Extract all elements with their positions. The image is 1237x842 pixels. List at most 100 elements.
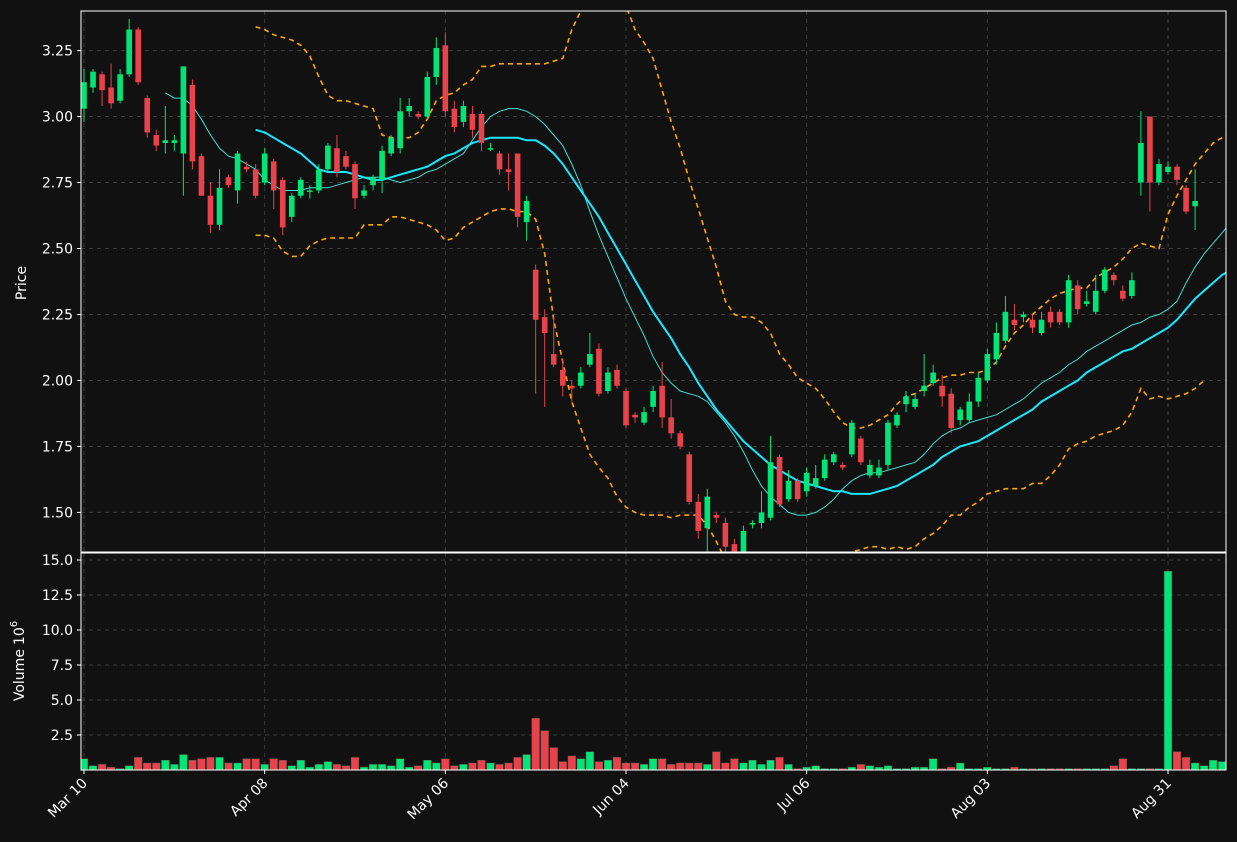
candle-down <box>559 369 566 386</box>
volume-bar <box>1109 765 1118 770</box>
candle-up <box>812 478 819 487</box>
gridlines <box>81 11 1226 770</box>
candle-down <box>153 135 160 146</box>
price-tick-label: 2.00 <box>42 373 73 389</box>
candle-up <box>587 354 593 365</box>
candle-down <box>469 113 476 130</box>
volume-bar <box>558 761 567 770</box>
volume-bar <box>233 762 242 770</box>
volume-bar <box>612 757 622 770</box>
candle-up <box>1129 280 1135 297</box>
candle-up <box>81 82 87 109</box>
volume-bar <box>694 762 703 770</box>
price-tick-label: 3.25 <box>42 44 73 60</box>
candle-up <box>1083 301 1090 304</box>
volume-bar <box>911 767 920 770</box>
volume-bar <box>88 765 98 770</box>
volume-bar <box>1200 765 1209 770</box>
candle-up <box>288 195 295 217</box>
volume-bar <box>143 762 152 770</box>
volume-bar <box>495 764 504 770</box>
volume-bar <box>269 758 278 770</box>
volume-bar <box>603 760 612 770</box>
candle-up <box>650 391 656 407</box>
candle-up <box>1165 166 1171 172</box>
candle-down <box>839 464 846 468</box>
candle-up <box>894 414 900 426</box>
volume-bar <box>748 760 757 770</box>
candle-down <box>135 29 142 83</box>
volume-bar <box>676 762 685 770</box>
volume-bar <box>1218 761 1226 770</box>
candle-down <box>189 84 196 162</box>
candle-down <box>632 414 638 418</box>
date-tick-label: Aug 03 <box>948 776 994 822</box>
volume-bar <box>811 765 820 770</box>
volume-bar <box>983 767 992 770</box>
candle-down <box>225 177 232 186</box>
candle-down <box>514 153 521 217</box>
volume-bar <box>1209 760 1218 770</box>
candle-up <box>1020 314 1027 318</box>
candle-up <box>993 332 1000 360</box>
candle-down <box>334 148 340 172</box>
volume-bar <box>549 747 558 770</box>
candle-up <box>803 472 810 492</box>
volume-bar <box>369 764 378 770</box>
candle-down <box>496 153 503 170</box>
volume-bar <box>341 765 351 770</box>
candle-up <box>180 66 187 154</box>
candle-up <box>821 459 828 479</box>
volume-bar <box>621 762 631 770</box>
volume-bar <box>594 761 603 770</box>
volume-bar <box>667 764 676 770</box>
volume-bar <box>721 762 730 770</box>
candle-down <box>1011 319 1018 326</box>
candle-down <box>270 161 277 191</box>
volume-tick-label: 2.5 <box>51 728 73 744</box>
volume-bar <box>215 757 224 770</box>
candle-up <box>424 76 431 117</box>
candle-up <box>578 372 584 386</box>
volume-bar <box>1191 762 1200 770</box>
date-tick-label: Apr 08 <box>227 776 271 820</box>
volume-bar <box>947 767 956 770</box>
candle-up <box>605 372 611 392</box>
volume-bar <box>929 758 938 770</box>
candle-up <box>740 530 747 552</box>
volume-bar <box>775 757 784 770</box>
volume-bar <box>847 767 856 770</box>
candle-down <box>948 393 955 428</box>
candle-down <box>243 166 250 170</box>
volume-bar <box>531 718 540 770</box>
date-tick-label: Mar 10 <box>45 776 91 822</box>
volume-axis-label-base: 10 <box>12 627 28 645</box>
volume-bar <box>1172 751 1182 770</box>
candle-down <box>1147 116 1153 183</box>
candle-down <box>550 354 557 365</box>
candle-up <box>785 480 792 500</box>
candle-up <box>162 140 169 143</box>
candle-down <box>677 433 684 447</box>
volume-bar <box>1182 757 1191 770</box>
volume-bar <box>359 767 369 770</box>
candle-down <box>252 169 259 196</box>
volume-axis-label: Volume 106 <box>9 621 28 701</box>
candle-down <box>1074 285 1081 310</box>
volume-tick-label: 7.5 <box>51 658 73 674</box>
volume-bar <box>323 761 332 770</box>
price-axis-label: Price <box>14 266 30 300</box>
candle-up <box>921 385 927 392</box>
volume-bar <box>206 757 215 770</box>
candle-up <box>930 372 936 384</box>
candle-up <box>975 377 982 402</box>
volume-bar <box>134 757 143 770</box>
candle-up <box>984 354 991 381</box>
candle-down <box>686 454 693 502</box>
volume-bar <box>630 762 640 770</box>
candle-down <box>939 385 945 397</box>
candle-up <box>1138 142 1144 183</box>
candle-up <box>1092 290 1099 312</box>
volume-bar <box>441 758 450 770</box>
candle-up <box>460 106 467 122</box>
